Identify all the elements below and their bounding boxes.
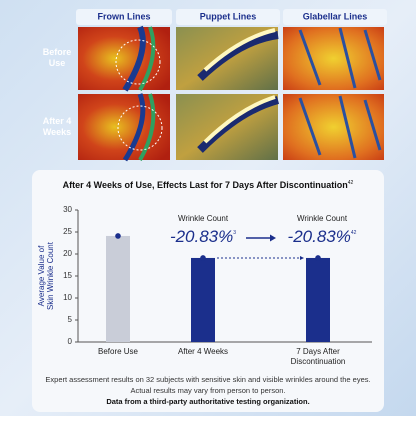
column-tab: [176, 9, 280, 25]
row-label-line: After 4: [43, 116, 72, 126]
plot: 0 5 10 15 20 25 30 Average Value ofSkin Wrinkle…: [37, 205, 372, 366]
image-grid: [76, 9, 387, 162]
title-sup: 42: [348, 180, 354, 186]
annotation-label: Wrinkle Count: [178, 214, 229, 223]
source: Data from a third-party authoritative te…: [106, 397, 309, 406]
y-tick-label: 20: [63, 249, 72, 258]
bar-dot: [115, 233, 121, 239]
y-tick-label: 0: [68, 337, 73, 346]
annotation-value: -20.83%3: [170, 227, 236, 246]
x-tick-label: 7 Days After Discontinuation: [290, 347, 346, 366]
y-tick-label: 5: [68, 315, 73, 324]
note: Actual results may vary from person to p…: [130, 386, 285, 395]
row-label-line: Before: [43, 47, 72, 57]
bar: [191, 257, 215, 342]
annotation-text: -20.83%: [170, 227, 233, 246]
chart-title: After 4 Weeks of Use, Effects Last for 7…: [63, 180, 354, 190]
note: Expert assessment results on 32 subjects…: [45, 375, 370, 384]
x-tick-label: After 4 Weeks: [177, 347, 229, 356]
y-axis-label-line: Average Value of: [37, 245, 46, 306]
annotation-text: -20.83%: [288, 227, 351, 246]
y-axis-label: Average Value ofSkin Wrinkle Count: [37, 241, 55, 310]
y-tick-label: 25: [63, 227, 72, 236]
x-tick-label-box: 7 Days After Discontinuation: [290, 347, 346, 366]
bar: [306, 257, 330, 342]
row-label: After 4 Weeks: [43, 116, 72, 137]
annotation-label: Wrinkle Count: [297, 214, 348, 223]
bar: [106, 235, 130, 342]
row-label-line: Use: [49, 58, 66, 68]
row-label-line: Weeks: [43, 127, 71, 137]
column-label: Frown Lines: [97, 11, 150, 21]
row-label: Before Use: [43, 47, 72, 68]
y-tick-label: 10: [63, 293, 72, 302]
column-label: Puppet Lines: [200, 11, 257, 21]
annotation-sup: 42: [351, 230, 357, 236]
x-tick-label-box: Before Use: [97, 347, 139, 356]
x-tick-label: Before Use: [97, 347, 139, 356]
x-tick-label-box: After 4 Weeks: [177, 347, 229, 356]
bar-dot: [200, 255, 206, 261]
column-tab: [283, 9, 387, 25]
y-tick-label: 15: [63, 271, 72, 280]
annotation-value: -20.83%42: [288, 227, 357, 246]
y-tick-label: 30: [63, 205, 72, 214]
heatmap: [78, 25, 384, 162]
arrow-head: [270, 234, 276, 242]
column-label: Glabellar Lines: [303, 11, 368, 21]
column-tab: [76, 9, 172, 25]
connector-head: [300, 255, 304, 260]
title-text: After 4 Weeks of Use, Effects Last for 7…: [63, 180, 348, 190]
bar-dot: [315, 255, 321, 261]
y-axis-label-line: Skin Wrinkle Count: [46, 241, 55, 310]
annotation-sup: 3: [233, 230, 236, 236]
